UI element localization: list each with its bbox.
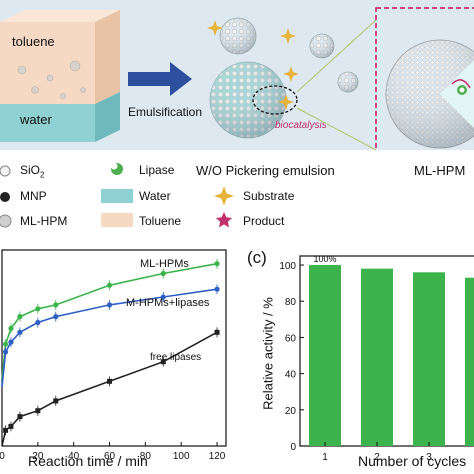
legend-product-label: Product xyxy=(243,214,285,228)
series-label: ML-HPMs xyxy=(140,258,189,270)
bar-chart-ylabel: Relative activity / % xyxy=(260,297,276,410)
scheme-graphic: toluene water Emulsification biocatalysi… xyxy=(0,0,474,150)
data-point xyxy=(53,398,59,404)
mlhpm-icon xyxy=(0,214,12,228)
zoom-frame xyxy=(375,7,474,150)
legend-panel xyxy=(0,150,474,240)
data-point xyxy=(107,378,113,384)
data-point xyxy=(35,319,41,326)
legend-substrate-label: Substrate xyxy=(243,189,295,203)
data-point xyxy=(106,302,113,308)
x-tick-label: 3 xyxy=(426,452,432,463)
data-point xyxy=(214,261,220,267)
data-point xyxy=(8,339,14,345)
bar xyxy=(413,272,445,446)
lipase-icon xyxy=(110,162,123,175)
line-chart-frame xyxy=(1,249,227,447)
bar xyxy=(361,268,393,446)
x-tick-label: 1 xyxy=(322,452,328,463)
x-tick-label: 120 xyxy=(209,451,226,462)
y-tick-label: 60 xyxy=(285,333,297,344)
x-tick-label: 20 xyxy=(32,451,44,462)
bar-chart-panel-label: (c) xyxy=(247,248,267,267)
series-label: free lipases xyxy=(150,352,201,363)
x-tick-label: 80 xyxy=(140,451,152,462)
toluene-swatch xyxy=(101,213,133,227)
y-tick-label: 0 xyxy=(290,442,296,453)
data-point xyxy=(17,414,23,420)
emulsion-caption: W/O Pickering emulsion xyxy=(196,163,335,178)
water-phase-label: water xyxy=(19,112,52,127)
substrate-stars xyxy=(207,20,299,110)
emulsification-label: Emulsification xyxy=(128,105,202,119)
x-tick-label: 100 xyxy=(173,451,190,462)
data-point xyxy=(106,282,113,288)
x-tick-label: 2 xyxy=(374,452,380,463)
bar xyxy=(309,265,341,446)
legend-icons xyxy=(0,162,234,228)
data-point xyxy=(17,314,23,320)
substrate-star-icon xyxy=(214,186,234,206)
emulsification-arrow xyxy=(128,62,192,96)
emulsion-droplets xyxy=(209,17,359,139)
sio2-icon xyxy=(0,165,11,177)
bar-data-label: 100% xyxy=(313,254,336,264)
series-label: M-HPMs+lipases xyxy=(126,297,210,309)
legend-toluene-label: Toluene xyxy=(139,214,182,228)
y-tick-label: 20 xyxy=(285,406,297,417)
x-tick-label: 0 xyxy=(0,451,5,462)
data-point xyxy=(35,408,41,414)
y-tick-label: 40 xyxy=(285,370,297,381)
mnp-icon xyxy=(0,192,10,202)
data-point xyxy=(35,306,41,312)
bar xyxy=(465,277,474,446)
data-point xyxy=(8,423,14,429)
data-point xyxy=(53,302,59,308)
legend-mnp-label: MNP xyxy=(20,189,47,203)
data-point xyxy=(160,270,166,277)
data-point xyxy=(160,294,166,300)
y-tick-label: 100 xyxy=(279,261,296,272)
data-point xyxy=(2,349,9,355)
data-point xyxy=(8,325,14,331)
y-tick-label: 80 xyxy=(285,297,297,308)
line-chart-xlabel: Reaction time / min xyxy=(28,453,148,469)
data-point xyxy=(214,286,220,292)
legend-sio2: SiO2 xyxy=(20,163,44,179)
ml-hpm-caption: ML-HPM xyxy=(414,163,466,178)
legend-sio2-label: SiO xyxy=(20,163,41,177)
zoom-ellipse xyxy=(252,85,298,115)
toluene-phase-label: toluene xyxy=(12,34,55,49)
zoom-line-bottom xyxy=(296,107,377,150)
data-point xyxy=(160,359,166,365)
ml-hpm-closeup xyxy=(385,39,474,149)
data-point xyxy=(2,341,9,347)
legend-sio2-subscript: 2 xyxy=(40,170,45,180)
legend-mlhpm-label: ML-HPM xyxy=(20,214,68,228)
data-point xyxy=(17,329,23,335)
data-point xyxy=(214,329,220,335)
biocatalysis-label: biocatalysis xyxy=(275,120,327,131)
series-line xyxy=(1,331,218,447)
data-point xyxy=(3,427,9,433)
x-tick-label: 60 xyxy=(104,451,116,462)
zoom-line-top xyxy=(296,19,377,93)
data-point xyxy=(53,314,59,320)
recycle-chart: 0204060801001234100% xyxy=(279,254,474,463)
water-swatch xyxy=(101,189,133,203)
product-star-icon xyxy=(215,212,233,228)
legend-water-label: Water xyxy=(139,189,171,203)
two-phase-cube xyxy=(0,10,120,142)
x-tick-label: 40 xyxy=(68,451,80,462)
legend-lipase-label: Lipase xyxy=(139,163,175,177)
bar-chart-xlabel: Number of cycles xyxy=(358,453,467,469)
kinetics-chart: 0 20 40 60 80 100 120 ML-HPMs M-HPMs+lipases free… xyxy=(0,249,227,462)
